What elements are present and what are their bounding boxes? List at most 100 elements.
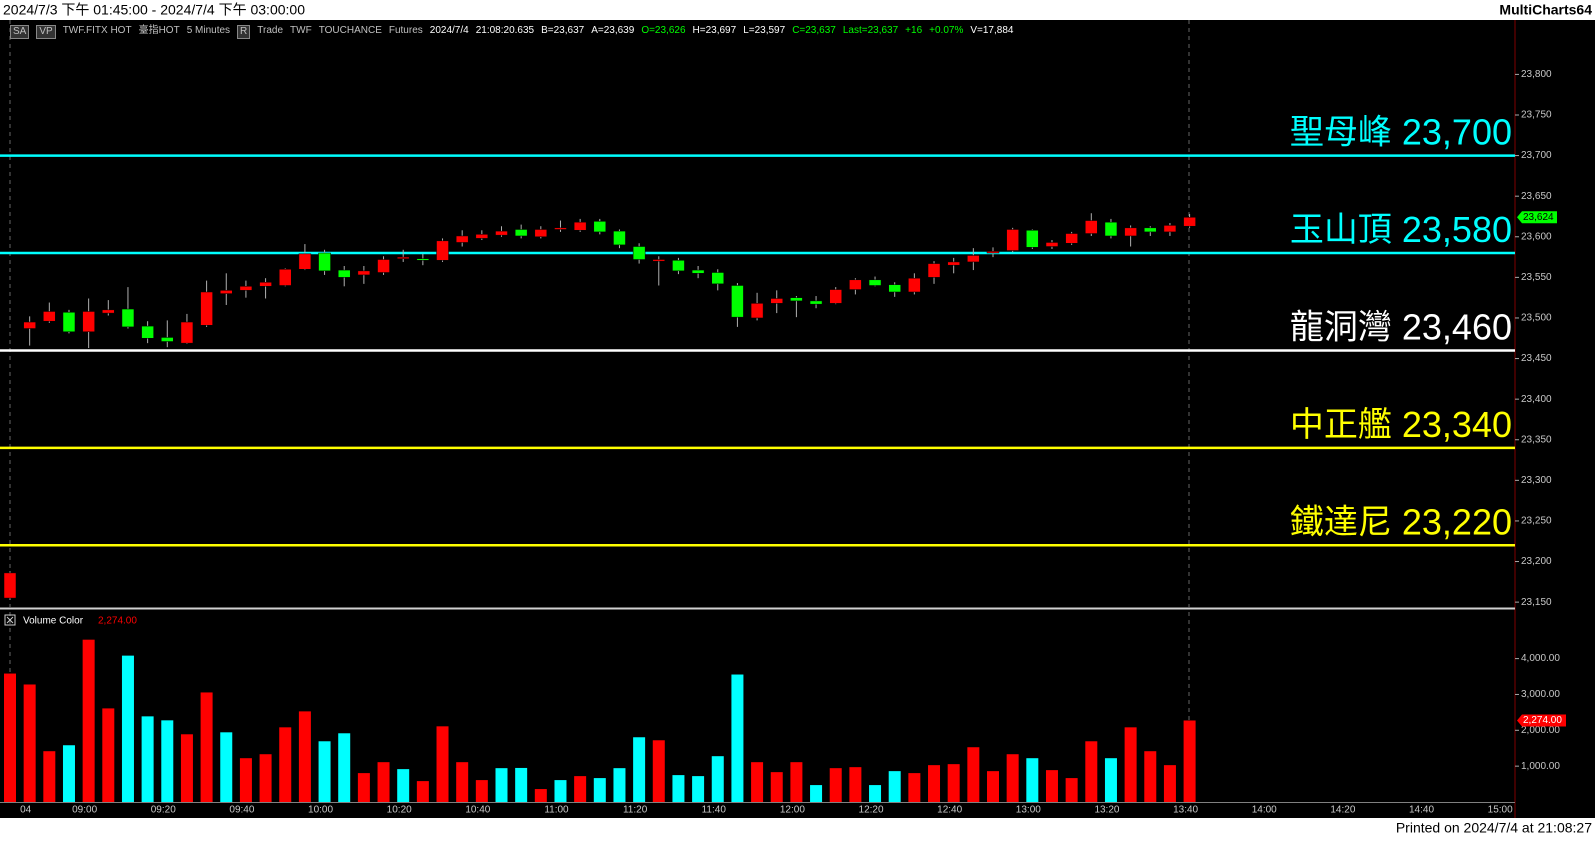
volume-bar (613, 768, 626, 802)
x-tick-label: 11:40 (702, 805, 727, 816)
candle-body (62, 312, 76, 333)
x-tick-label: 11:00 (544, 805, 569, 816)
candle-body (278, 269, 292, 286)
volume-bar (475, 780, 488, 802)
volume-bar (770, 772, 783, 802)
volume-bar (357, 773, 370, 802)
level-name: 鐵達尼 (1290, 503, 1392, 541)
candle-body (1144, 227, 1157, 233)
candle-body (888, 284, 901, 293)
candle-body (927, 263, 941, 278)
volume-bar (1183, 720, 1196, 802)
volume-bar (62, 745, 75, 802)
level-value: 23,460 (1402, 306, 1512, 347)
candle-body (632, 246, 646, 260)
x-tick-label: 10:40 (465, 805, 490, 816)
candle-body (3, 572, 17, 599)
candle-body (239, 286, 253, 291)
toolbar: SA VP TWF.FITX HOT 臺指HOT 5 Minutes R Trade TWF T… (10, 25, 1013, 39)
candle-body (672, 260, 685, 272)
window-title: 2024/7/3 下午 01:45:00 - 2024/7/4 下午 03:00… (3, 2, 305, 18)
y-tick-label: 23,150 (1521, 597, 1552, 608)
candle-body (1163, 225, 1177, 233)
y-tick-label: 1,000.00 (1521, 761, 1560, 772)
candle-body (318, 252, 331, 272)
close-box[interactable] (4, 614, 16, 626)
volume-bar (515, 767, 528, 802)
level-value: 23,220 (1402, 501, 1512, 542)
volume-bar (790, 762, 803, 802)
toolbar-item: H=23,697 (692, 25, 737, 36)
y-tick-label: 3,000.00 (1521, 689, 1560, 700)
x-tick-label: 11:20 (623, 805, 648, 816)
candle-body (731, 285, 744, 318)
toolbar-item: +0.07% (929, 25, 964, 36)
candle-body (1006, 229, 1019, 251)
toolbar-item: TWF.FITX HOT (62, 25, 132, 36)
candle-body (790, 297, 803, 302)
candle-body (1183, 217, 1196, 227)
candle-body (652, 259, 666, 262)
volume-bar (180, 734, 193, 802)
volume-bar (554, 780, 567, 802)
level-value: 23,580 (1402, 209, 1512, 250)
x-tick-label: 09:40 (229, 805, 254, 816)
volume-bar (121, 655, 134, 802)
volume-bar (731, 674, 744, 802)
level-name: 聖母峰 (1290, 114, 1392, 152)
y-tick-label: 23,200 (1521, 556, 1552, 567)
candle-body (220, 290, 233, 294)
y-tick-label: 23,300 (1521, 475, 1552, 486)
volume-bar (947, 764, 960, 802)
x-tick-label: 13:20 (1094, 805, 1119, 816)
y-tick-label: 23,250 (1521, 516, 1552, 527)
volume-bar (298, 711, 311, 802)
volume-bar (377, 762, 390, 802)
volume-bar (829, 768, 842, 802)
volume-bar (416, 781, 429, 802)
x-tick-label: 13:00 (1016, 805, 1041, 816)
candle-body (554, 227, 567, 230)
candle-body (1124, 227, 1137, 237)
y-tick-label: 23,400 (1521, 394, 1552, 405)
volume-bar (220, 732, 233, 802)
x-tick-label: 12:40 (937, 805, 962, 816)
volume-bar (161, 720, 174, 802)
volume-bar (141, 716, 154, 802)
footer-text: Printed on 2024/7/4 at 21:08:27 (1396, 820, 1592, 836)
y-tick-label: 23,750 (1521, 110, 1552, 121)
toolbar-item: L=23,597 (743, 25, 786, 36)
volume-bar (279, 727, 292, 802)
candle-body (514, 229, 528, 237)
level-label: 聖母峰 23,700 (1290, 111, 1512, 152)
x-tick-label: 09:00 (72, 805, 97, 816)
level-label: 玉山頂 23,580 (1290, 209, 1512, 250)
volume-last-value: 2,274.00 (98, 616, 137, 627)
candle-body (1045, 242, 1059, 247)
volume-bar (495, 768, 508, 802)
candle-body (141, 325, 154, 339)
candle-body (711, 272, 725, 285)
app-name: MultiCharts64 (1499, 2, 1592, 18)
candle-body (947, 261, 960, 266)
volume-bar (397, 769, 410, 802)
toolbar-item: Futures (388, 25, 423, 36)
toolbar-item: O=23,626 (641, 25, 686, 36)
y-tick-label: 23,800 (1521, 69, 1552, 80)
candle-body (967, 255, 980, 263)
volume-bar (534, 789, 547, 802)
volume-bar (82, 639, 95, 802)
volume-bar (102, 708, 115, 802)
y-tick-label: 23,450 (1521, 353, 1552, 364)
level-label: 中正艦 23,340 (1290, 403, 1512, 444)
volume-bar (318, 741, 331, 802)
volume-bar (987, 771, 999, 802)
candle-body (1026, 230, 1039, 248)
volume-bar (259, 754, 272, 802)
toolbar-item: VP (36, 25, 56, 39)
volume-bar (928, 765, 941, 802)
x-tick-label: 10:20 (387, 805, 412, 816)
candle-body (357, 270, 371, 276)
volume-bar (652, 740, 665, 802)
